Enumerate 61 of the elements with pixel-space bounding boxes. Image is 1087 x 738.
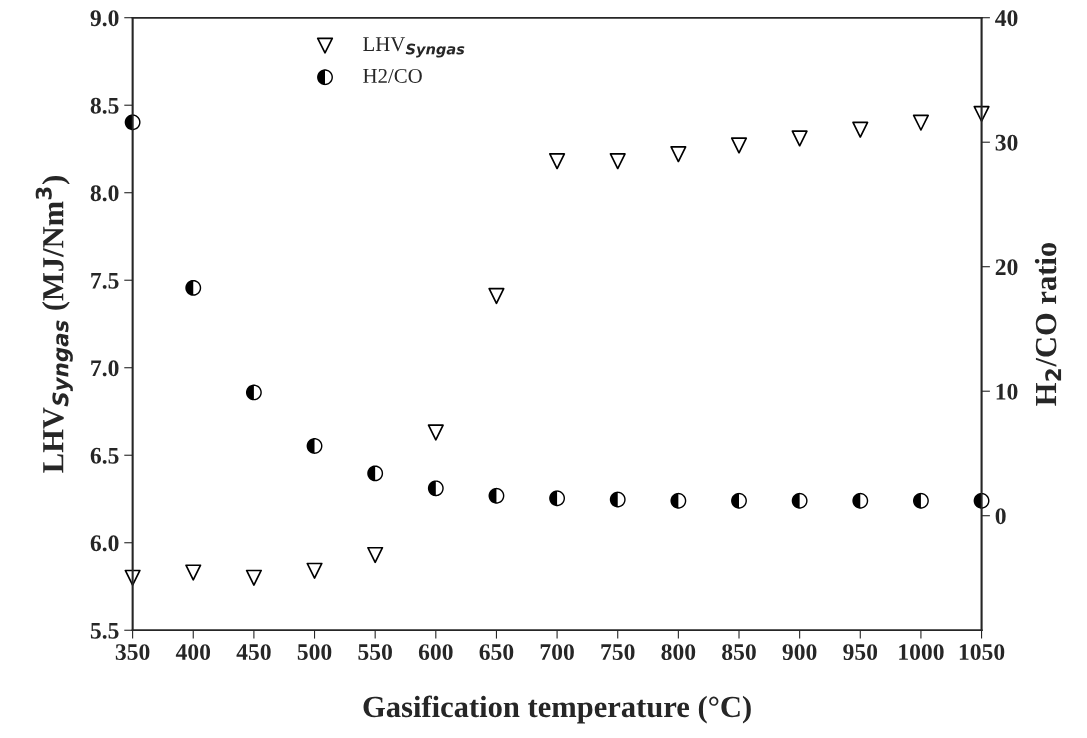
point <box>549 490 566 507</box>
y-tick-label: 5.5 <box>90 622 119 639</box>
x-tick-label: 500 <box>297 644 332 661</box>
y-tick-label: 8.0 <box>90 185 119 202</box>
x-tick-label: 700 <box>540 644 574 661</box>
point <box>791 492 808 509</box>
point <box>306 562 323 579</box>
x-tick-label: 750 <box>601 644 635 661</box>
point <box>548 153 566 170</box>
y-tick-label: 8.5 <box>90 97 119 114</box>
point <box>427 480 444 497</box>
x-tick-label: 650 <box>479 644 514 661</box>
y2-axis-title: H$_{2}$/CO ratio <box>1034 242 1062 406</box>
x-tick-label: 800 <box>661 644 696 661</box>
point <box>670 492 687 509</box>
point <box>609 491 626 508</box>
point <box>488 287 505 305</box>
point <box>245 384 262 401</box>
y-tick-label: 6.5 <box>90 447 119 464</box>
point <box>912 114 930 131</box>
y2-tick-label: 20 <box>995 259 1018 276</box>
point <box>185 279 202 296</box>
legend-label: LHV$_{Syngas}$ <box>363 37 465 58</box>
point <box>427 424 444 441</box>
x-tick-label: 600 <box>418 644 453 661</box>
y2-tick-label: 30 <box>995 134 1018 151</box>
point <box>852 121 869 138</box>
y-tick-label: 9.0 <box>90 10 119 27</box>
y-tick-label: 7.5 <box>91 272 119 289</box>
y-tick-label: 7.0 <box>91 360 119 377</box>
y2-tick-label: 40 <box>995 10 1018 27</box>
point <box>245 569 263 586</box>
x-tick-label: 1050 <box>959 644 1005 661</box>
legend-label: H2/CO <box>363 68 422 83</box>
x-axis-title: Gasification temperature (°C) <box>363 695 751 724</box>
x-tick-label: 1000 <box>899 644 944 661</box>
point <box>913 492 929 509</box>
point <box>730 137 748 154</box>
y2-tick-label: 10 <box>996 383 1018 400</box>
x-tick-label: 350 <box>115 644 150 661</box>
x-tick-label: 850 <box>722 644 756 661</box>
y-axis-title: LHV$_{Syngas}$ (MJ/Nm$^{3}$) <box>35 176 73 473</box>
x-tick-label: 550 <box>358 644 392 661</box>
y-tick-label: 6.0 <box>90 535 119 552</box>
y2-tick-label: 0 <box>995 508 1006 525</box>
point <box>731 492 747 509</box>
point <box>367 465 384 482</box>
x-tick-label: 450 <box>236 644 271 661</box>
x-tick-label: 900 <box>782 644 817 661</box>
point <box>124 114 141 131</box>
x-tick-label: 950 <box>843 644 878 661</box>
point <box>185 564 202 581</box>
point <box>306 438 323 454</box>
point <box>488 487 505 504</box>
point <box>852 492 869 509</box>
point <box>791 130 808 147</box>
x-tick-label: 400 <box>175 644 211 661</box>
point <box>670 146 687 163</box>
point <box>973 492 990 509</box>
point <box>609 153 626 170</box>
point <box>367 546 384 564</box>
